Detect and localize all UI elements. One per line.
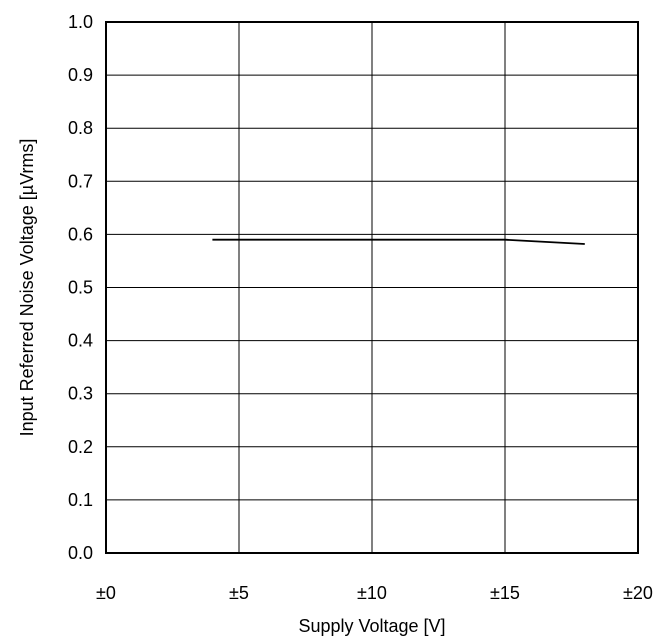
x-tick-label: ±5 — [229, 583, 249, 603]
y-tick-label: 0.5 — [68, 278, 93, 298]
series-layer — [212, 238, 585, 245]
y-tick-label: 0.8 — [68, 118, 93, 138]
y-tick-label: 0.4 — [68, 331, 93, 351]
x-tick-labels: ±0 ±5 ±10 ±15 ±20 — [96, 583, 653, 603]
y-tick-label: 0.0 — [68, 543, 93, 563]
series-line — [212, 238, 585, 245]
y-tick-label: 0.2 — [68, 437, 93, 457]
x-tick-label: ±10 — [357, 583, 387, 603]
y-tick-labels: 0.0 0.1 0.2 0.3 0.4 0.5 0.6 0.7 0.8 0.9 1.0 — [68, 12, 93, 563]
x-tick-label: ±15 — [490, 583, 520, 603]
y-tick-label: 1.0 — [68, 12, 93, 32]
y-tick-label: 0.7 — [68, 171, 93, 191]
y-tick-label: 0.1 — [68, 490, 93, 510]
grid-layer — [106, 22, 638, 553]
y-axis-title: Input Referred Noise Voltage [µVrms] — [17, 139, 37, 437]
y-tick-label: 0.6 — [68, 224, 93, 244]
x-tick-label: ±20 — [623, 583, 653, 603]
y-tick-label: 0.3 — [68, 384, 93, 404]
y-tick-label: 0.9 — [68, 65, 93, 85]
x-axis-title: Supply Voltage [V] — [298, 616, 445, 636]
plot-frame — [105, 21, 639, 554]
x-tick-label: ±0 — [96, 583, 116, 603]
